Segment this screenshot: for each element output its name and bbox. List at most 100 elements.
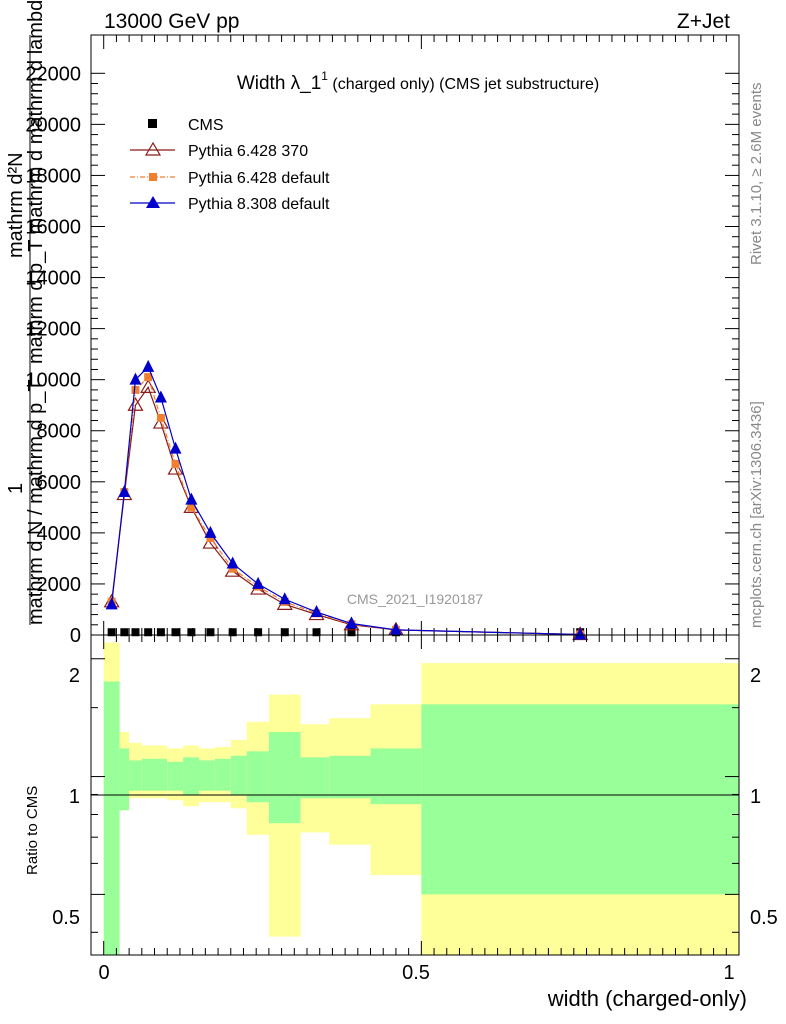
ratio-band-inner bbox=[370, 748, 422, 805]
y-tick-label: 4000 bbox=[37, 523, 82, 545]
legend-item-pythia6-370: Pythia 6.428 370 bbox=[130, 141, 308, 160]
main-series bbox=[103, 359, 589, 641]
plot-title: Width λ_11 (charged only) (CMS jet subst… bbox=[237, 69, 599, 94]
ratio-bands bbox=[103, 642, 739, 955]
ratio-y-label: Ratio to CMS bbox=[24, 786, 41, 875]
pythia6-default-point bbox=[144, 373, 153, 382]
y-tick-label: 20000 bbox=[25, 114, 81, 136]
pythia8-default-point bbox=[129, 372, 142, 385]
series-line-1 bbox=[111, 386, 581, 636]
pythia8-default-point bbox=[278, 592, 291, 605]
main-y-ticks: 0 2000 4000 6000 8000 10000 12000 14000 16000 180… bbox=[25, 63, 739, 647]
pythia8-default-point bbox=[310, 605, 323, 618]
pythia6-default-point bbox=[171, 459, 180, 468]
y-tick-label: 14000 bbox=[25, 268, 81, 290]
cms-data-point bbox=[254, 628, 263, 637]
ratio-band-inner bbox=[246, 751, 269, 803]
pythia6-default-point bbox=[156, 413, 165, 422]
legend-item-cms: CMS bbox=[148, 117, 224, 134]
x-tick-label-0: 0 bbox=[98, 962, 109, 984]
plot-title-sup: 1 bbox=[321, 69, 328, 83]
ratio-panel bbox=[90, 634, 740, 956]
legend: CMS Pythia 6.428 370 Pythia 6.428 defaul… bbox=[130, 117, 330, 213]
ratio-band-inner bbox=[129, 760, 142, 791]
y-tick-label: 6000 bbox=[37, 472, 82, 494]
ratio-ytick-label-1-right: 1 bbox=[750, 786, 761, 808]
y-tick-label: 2000 bbox=[37, 574, 82, 596]
ratio-band-inner bbox=[183, 757, 199, 795]
cms-data-point bbox=[156, 628, 165, 637]
ratio-ytick-label-2-left: 2 bbox=[69, 665, 80, 687]
ratio-ytick-label-0-5-right: 0.5 bbox=[750, 907, 778, 929]
ratio-ytick-label-2-right: 2 bbox=[750, 665, 761, 687]
x-axis-label: width (charged-only) bbox=[547, 986, 747, 1011]
pythia6-default-point bbox=[187, 503, 196, 512]
legend-label-pythia8-default: Pythia 8.308 default bbox=[188, 196, 330, 213]
y-tick-label: 18000 bbox=[25, 165, 81, 187]
main-y-label-top: mathrm d²N bbox=[5, 152, 27, 258]
main-y-label-frac-num: 1 bbox=[5, 483, 27, 494]
x-tick-label-1: 1 bbox=[723, 962, 734, 984]
plot-title-rest: (charged only) (CMS jet substructure) bbox=[328, 76, 599, 93]
ratio-band-inner bbox=[154, 758, 168, 791]
pythia6-default-point bbox=[228, 564, 237, 573]
ratio-band-inner bbox=[119, 748, 130, 811]
ratio-band-inner bbox=[230, 755, 247, 795]
y-tick-label: 10000 bbox=[25, 370, 81, 392]
ratio-band-inner bbox=[167, 761, 184, 791]
ratio-band-inner bbox=[421, 704, 739, 895]
cms-data-point bbox=[206, 628, 215, 637]
legend-marker-pythia6-default bbox=[149, 173, 157, 181]
header-left: 13000 GeV pp bbox=[104, 10, 239, 33]
y-tick-label: 0 bbox=[70, 625, 81, 647]
legend-label-cms: CMS bbox=[188, 117, 224, 134]
pythia8-default-point bbox=[345, 616, 358, 629]
rivet-label: Rivet 3.1.10, ≥ 2.6M events bbox=[748, 83, 765, 266]
mcplots-label: mcplots.cern.ch [arXiv:1306.3436] bbox=[748, 401, 765, 628]
pythia6-default-point bbox=[131, 385, 140, 394]
cms-data-point bbox=[120, 628, 129, 637]
main-panel: 0 2000 4000 6000 8000 10000 12000 14000 16000 180… bbox=[25, 34, 740, 647]
pythia8-default-point bbox=[118, 485, 131, 498]
ratio-band-inner bbox=[199, 760, 215, 791]
pythia8-default-point bbox=[226, 556, 239, 569]
ratio-ytick-label-1-left: 1 bbox=[69, 786, 80, 808]
pythia8-default-point bbox=[169, 441, 182, 454]
cms-data-point bbox=[312, 628, 321, 637]
pythia8-default-point bbox=[389, 622, 402, 635]
pythia6-370-point bbox=[140, 379, 157, 393]
pythia8-default-point bbox=[574, 627, 587, 640]
y-tick-label: 12000 bbox=[25, 319, 81, 341]
pythia8-default-point bbox=[105, 597, 118, 610]
legend-label-pythia6-370: Pythia 6.428 370 bbox=[188, 143, 308, 160]
legend-item-pythia8-default: Pythia 8.308 default bbox=[130, 196, 330, 213]
pythia8-default-point bbox=[185, 492, 198, 505]
legend-item-pythia6-default: Pythia 6.428 default bbox=[130, 170, 330, 187]
ratio-band-inner bbox=[141, 758, 155, 791]
pythia6-370-point bbox=[202, 534, 219, 549]
cms-data-point bbox=[228, 628, 237, 637]
ratio-band-inner bbox=[268, 731, 301, 824]
ratio-band-inner bbox=[329, 755, 371, 799]
cms-data-point bbox=[131, 628, 140, 637]
pythia8-default-point bbox=[142, 359, 155, 372]
main-y-label: mathrm d²N 1 mathrm d p_T mathrm d mathr… bbox=[5, 0, 47, 625]
pythia6-default-point bbox=[206, 533, 215, 542]
legend-marker-cms bbox=[148, 119, 157, 128]
cms-data-point bbox=[187, 628, 196, 637]
pythia6-370-point bbox=[167, 460, 184, 475]
legend-marker-pythia6-370 bbox=[144, 141, 162, 156]
plot-title-main: Width λ_1 bbox=[237, 73, 321, 94]
pythia6-370-point bbox=[127, 397, 144, 411]
main-y-label-bottom: mathrm d p_T mathrm d mathrm d lambda bbox=[25, 0, 47, 364]
ratio-band-inner bbox=[300, 757, 330, 799]
ratio-band-inner bbox=[214, 758, 231, 791]
y-tick-label: 8000 bbox=[37, 421, 82, 443]
pythia8-default-point bbox=[252, 576, 265, 589]
pythia8-default-point bbox=[204, 525, 217, 538]
x-tick-label-0-5: 0.5 bbox=[402, 962, 430, 984]
pythia8-default-point bbox=[154, 390, 167, 403]
main-x-ticks bbox=[103, 35, 740, 635]
cms-data-point bbox=[347, 628, 356, 637]
